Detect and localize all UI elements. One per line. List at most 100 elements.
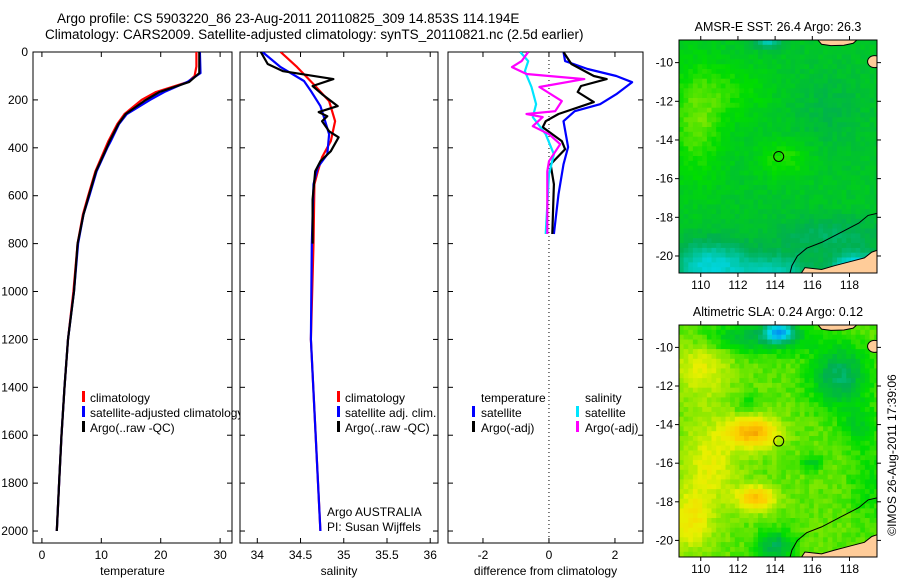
map-cell <box>688 93 694 99</box>
map-cell <box>697 180 703 186</box>
map-cell <box>772 484 778 490</box>
map-cell <box>762 484 768 490</box>
map-cell <box>809 83 815 89</box>
map-cell <box>827 508 833 514</box>
map-cell <box>851 44 857 51</box>
map-cell <box>809 445 815 451</box>
map-cell <box>692 508 699 514</box>
map-cell <box>725 469 731 476</box>
map-cell <box>772 170 778 176</box>
map-cell <box>697 117 703 123</box>
map-cell <box>874 204 877 210</box>
map-cell <box>799 243 805 249</box>
map-cell <box>688 59 694 65</box>
map-cell <box>716 358 722 365</box>
map-cell <box>804 54 810 60</box>
map-cell <box>860 127 866 133</box>
map-cell <box>776 387 782 394</box>
map-cell <box>776 484 782 490</box>
map-cell <box>711 368 717 374</box>
map-cell <box>799 160 805 167</box>
map-cell <box>855 445 861 451</box>
map-cell <box>748 421 754 427</box>
map-cell <box>874 431 877 437</box>
map-cell <box>823 450 829 456</box>
map-cell <box>837 378 843 384</box>
map-cell <box>679 522 685 529</box>
legend-swatch-argo <box>82 421 85 432</box>
map-cell <box>795 527 801 534</box>
map-cell <box>706 407 713 413</box>
map-cell <box>818 349 824 355</box>
map-cell <box>776 547 782 553</box>
map-cell <box>781 411 787 418</box>
map-cell <box>823 257 829 263</box>
map-cell <box>683 421 689 427</box>
map-cell <box>716 547 722 553</box>
map-cell <box>804 479 810 485</box>
map-cell <box>790 83 796 89</box>
map-cell <box>841 247 847 254</box>
map-cell <box>781 146 787 152</box>
map-cell <box>874 214 877 220</box>
map-cell <box>776 40 782 46</box>
map-cell <box>851 214 857 220</box>
map-cell <box>702 407 708 413</box>
map-cell <box>692 542 699 548</box>
map-cell <box>795 156 801 162</box>
map-cell <box>730 243 736 249</box>
map-cell <box>869 387 875 394</box>
map-cell <box>823 233 829 239</box>
map-cell <box>692 363 699 369</box>
map-cell <box>734 547 740 553</box>
map-cell <box>790 59 796 65</box>
x-tick-label: 20 <box>154 548 168 562</box>
map-cell <box>827 460 833 466</box>
map-cell <box>692 78 699 85</box>
map-cell <box>841 542 847 548</box>
map-cell <box>813 450 819 456</box>
map-cell <box>716 349 722 355</box>
map-cell <box>837 474 843 480</box>
map-cell <box>767 373 773 379</box>
map-cell <box>813 373 819 379</box>
map-cell <box>846 88 852 94</box>
map-cell <box>679 223 685 230</box>
map-cell <box>758 498 764 505</box>
map-cell <box>846 93 852 99</box>
map-cell <box>790 508 796 514</box>
map-cell <box>799 136 805 143</box>
map-cell <box>748 209 754 215</box>
map-cell <box>837 146 843 152</box>
map-cell <box>832 194 838 201</box>
map-cell <box>818 180 824 186</box>
map-cell <box>767 151 773 157</box>
map-cell <box>767 214 773 220</box>
map-cell <box>762 112 768 118</box>
map-cell <box>799 189 805 196</box>
map-cell <box>818 363 824 369</box>
map-cell <box>846 189 852 196</box>
map-cell <box>846 402 852 408</box>
map-cell <box>683 493 689 500</box>
map-cell <box>869 518 875 524</box>
map-cell <box>795 223 801 230</box>
map-cell <box>683 88 689 94</box>
map-cell <box>753 247 759 254</box>
map-cell <box>697 542 703 548</box>
map-cell <box>688 199 694 205</box>
map-cell <box>809 329 815 336</box>
map-cell <box>809 93 815 99</box>
map-cell <box>725 49 731 56</box>
map-cell <box>744 131 750 138</box>
map-cell <box>855 363 861 369</box>
map-cell <box>813 49 819 56</box>
map-cell <box>762 325 768 331</box>
map-cell <box>734 243 740 249</box>
map-cell <box>790 131 796 138</box>
map-cell <box>823 83 829 89</box>
map-cell <box>827 469 833 476</box>
map-cell <box>841 175 847 181</box>
map-cell <box>864 382 871 389</box>
map-cell <box>692 329 699 336</box>
